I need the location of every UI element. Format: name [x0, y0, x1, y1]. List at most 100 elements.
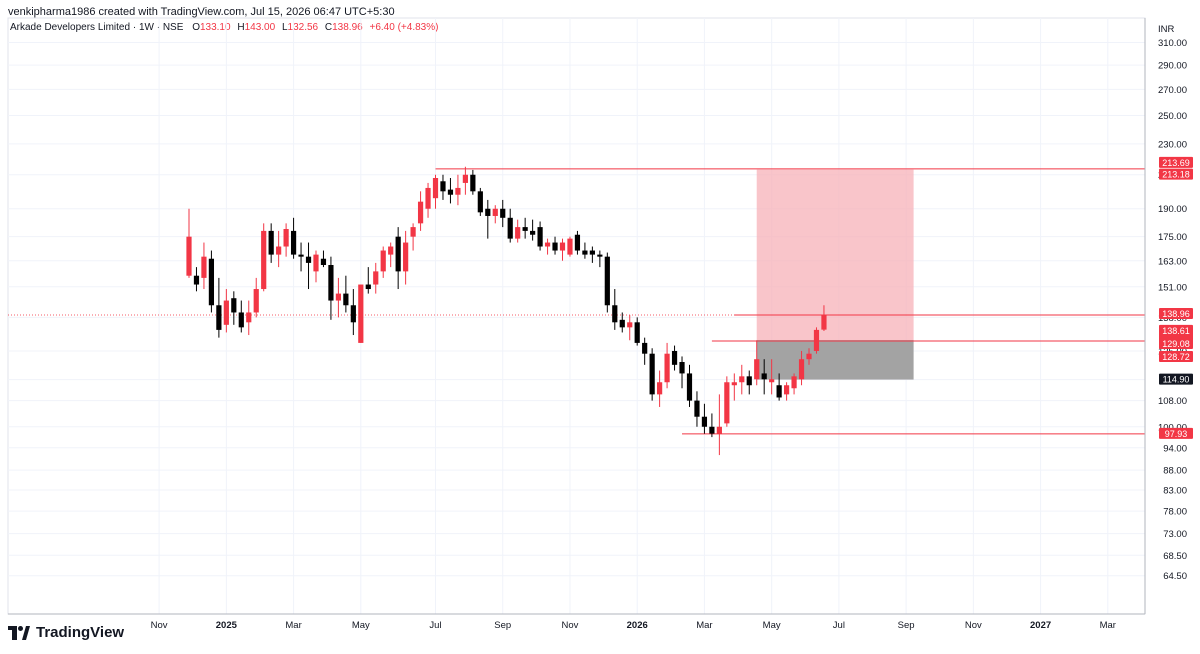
candle-body — [395, 236, 401, 272]
x-tick-label: Mar — [285, 620, 301, 631]
open-label: O — [192, 22, 200, 33]
candle-body — [612, 305, 618, 323]
y-tick-label: 270.00 — [1158, 85, 1187, 96]
y-tick-label: 88.00 — [1163, 466, 1187, 477]
y-tick-label: 68.50 — [1163, 551, 1187, 562]
candle-body — [268, 230, 274, 255]
candle-body — [290, 230, 297, 255]
symbol-name: Arkade Developers Limited · 1W · NSE — [10, 22, 184, 33]
candle-body — [515, 227, 521, 239]
price-label-box — [1159, 427, 1193, 439]
candle-body — [425, 187, 431, 209]
candle-body — [754, 359, 760, 380]
candle-body — [343, 293, 349, 306]
currency-label: INR — [1158, 24, 1175, 35]
plot-frame — [7, 17, 1146, 615]
y-tick-label: 78.00 — [1163, 507, 1187, 518]
x-tick-label: Jul — [833, 620, 845, 631]
candle-body — [574, 234, 581, 251]
candle-body — [223, 300, 229, 325]
candle-body — [365, 284, 371, 290]
tradingview-logo[interactable]: TradingView — [8, 624, 124, 641]
y-tick-label: 94.00 — [1163, 443, 1187, 454]
x-tick-label: 2026 — [627, 620, 648, 631]
candle-body — [709, 426, 715, 434]
tradingview-brand: TradingView — [36, 624, 125, 641]
candle-body — [813, 329, 820, 351]
candle-body — [589, 250, 595, 255]
candle-body — [522, 227, 528, 231]
x-tick-label: 2027 — [1030, 620, 1051, 631]
candle-body — [731, 382, 737, 386]
x-tick-label: 2025 — [216, 620, 238, 631]
candle-body — [552, 242, 558, 251]
low-value: 132.56 — [287, 22, 319, 33]
x-tick-label: Nov — [965, 620, 982, 631]
candle-body — [671, 350, 678, 365]
candle-body — [492, 208, 498, 216]
candle-body — [664, 353, 670, 383]
high-value: 143.00 — [244, 22, 276, 33]
candle-body — [776, 385, 782, 398]
candles-layer — [186, 166, 827, 456]
candle-body — [238, 312, 244, 328]
axes: 64.50 68.50 73.00 78.00 83.00 88.00 94.00 100.0… — [8, 18, 1187, 631]
y-tick-label: 230.00 — [1158, 139, 1187, 150]
candle-body — [231, 298, 237, 313]
price-label-text: 213.18 — [1162, 170, 1190, 180]
y-tick-label: 108.00 — [1158, 396, 1187, 407]
candle-body — [537, 227, 543, 247]
y-tick-label: 64.50 — [1163, 571, 1187, 582]
candle-body — [350, 305, 356, 323]
horizontal-lines[interactable] — [8, 168, 1145, 435]
candle-body — [544, 242, 551, 247]
candle-body — [769, 379, 775, 383]
price-label-box — [1159, 168, 1193, 180]
candle-body — [276, 246, 282, 255]
y-tick-label: 163.00 — [1158, 256, 1187, 267]
candle-body — [380, 250, 386, 272]
y-tick-label: 190.00 — [1158, 204, 1187, 215]
candle-body — [462, 174, 468, 183]
candle-body — [798, 359, 805, 380]
candle-body — [761, 373, 767, 380]
y-tick-label: 100.00 — [1158, 422, 1187, 433]
candle-body — [694, 400, 700, 417]
high-label: H — [237, 22, 245, 33]
candle-body — [821, 315, 827, 330]
x-tick-label: Nov — [151, 620, 168, 631]
y-tick-label: 290.00 — [1158, 61, 1187, 72]
candle-body — [440, 181, 446, 192]
candle-body — [604, 256, 610, 306]
x-tick-label: Nov — [562, 620, 579, 631]
close-label: C — [324, 22, 333, 33]
candle-body — [500, 208, 506, 218]
y-tick-label: 175.00 — [1158, 232, 1187, 243]
chart-credit: venkipharma1986 created with TradingView… — [8, 6, 395, 18]
price-label-box — [1159, 338, 1193, 350]
candle-body — [373, 271, 379, 285]
candle-body — [246, 312, 252, 323]
candle-body — [201, 256, 207, 278]
tradingview-logo-icon — [8, 625, 30, 640]
candle-body — [313, 254, 319, 272]
symbol-legend: Arkade Developers Limited · 1W · NSE O 13… — [10, 22, 438, 33]
candle-body — [298, 254, 304, 257]
x-tick-label: May — [763, 620, 781, 631]
low-label: L — [281, 22, 288, 33]
candle-body — [305, 256, 312, 263]
candle-body — [320, 258, 327, 265]
candle-body — [739, 376, 745, 383]
price-label-text: 114.90 — [1163, 375, 1190, 385]
candle-body — [724, 382, 730, 424]
y-tick-label: 250.00 — [1158, 111, 1187, 122]
price-label-box — [1159, 373, 1193, 385]
y-tick-label: 310.00 — [1158, 38, 1187, 49]
candle-body — [417, 201, 424, 224]
price-label-box — [1159, 156, 1193, 168]
candle-body — [791, 376, 797, 389]
candle-body — [447, 189, 454, 195]
position-tool[interactable] — [756, 169, 914, 380]
